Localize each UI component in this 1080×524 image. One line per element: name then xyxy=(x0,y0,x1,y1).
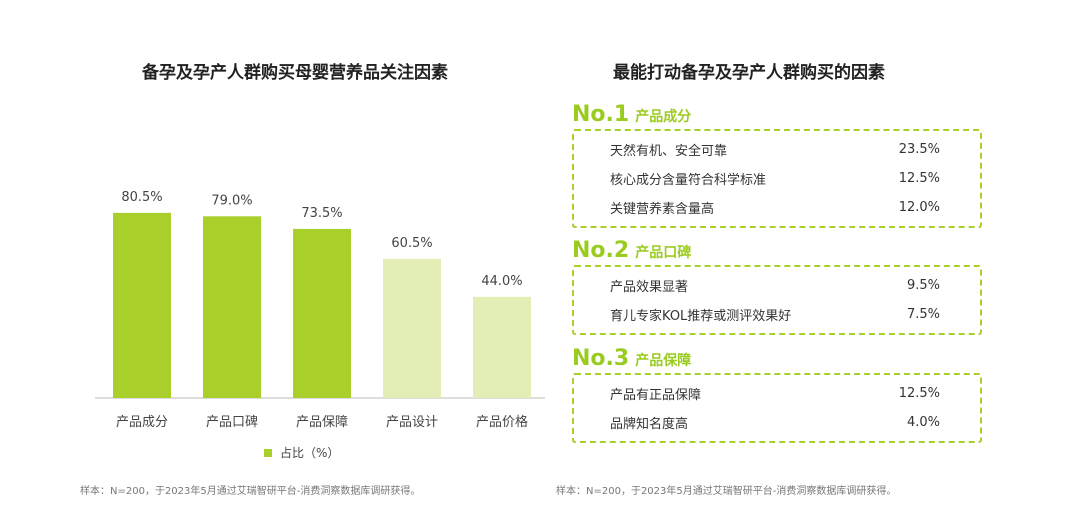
bar-value-label: 79.0% xyxy=(211,193,252,208)
category-label: 产品口碑 xyxy=(206,414,258,430)
list-item: 产品效果显著 9.5% xyxy=(574,271,980,300)
bar-1 xyxy=(113,212,171,398)
category-label: 产品价格 xyxy=(476,414,528,430)
item-value: 7.5% xyxy=(906,307,940,322)
group-name: 产品口碑 xyxy=(635,245,692,261)
item-label: 天然有机、安全可靠 xyxy=(610,144,728,159)
group-rank: No.2 xyxy=(572,238,630,263)
item-value: 12.0% xyxy=(898,200,940,215)
bar-2 xyxy=(203,216,261,398)
category-label: 产品成分 xyxy=(116,415,168,430)
item-label: 产品效果显著 xyxy=(610,280,689,295)
list-item: 关键营养素含量高 12.0% xyxy=(574,193,980,222)
legend-label: 占比（%） xyxy=(280,446,340,460)
item-label: 核心成分含量符合科学标准 xyxy=(610,173,767,188)
category-label: 产品保障 xyxy=(296,415,348,430)
item-value: 12.5% xyxy=(898,171,940,186)
bar-chart: 80.5% 产品成分 79.0% 产品口碑 73.5% 产品保障 60.5% 产品设计 44.0… xyxy=(95,190,545,430)
factor-group-3: No.3 产品保障 产品有正品保障 12.5% 品牌知名度高 4.0% xyxy=(572,346,982,443)
group-name: 产品成分 xyxy=(635,109,692,125)
category-label: 产品设计 xyxy=(386,415,438,430)
bar-3 xyxy=(293,228,351,398)
item-label: 关键营养素含量高 xyxy=(610,202,715,217)
group-rank: No.3 xyxy=(572,346,630,371)
legend-swatch xyxy=(264,448,272,457)
left-sample-note: 样本：N=200，于2023年5月通过艾瑞智研平台-消费洞察数据库调研获得。 xyxy=(80,486,421,497)
bar-value-label: 60.5% xyxy=(391,236,432,251)
chart-legend: 占比（%） xyxy=(264,444,339,461)
group-name: 产品保障 xyxy=(635,353,692,369)
item-value: 4.0% xyxy=(906,415,940,430)
bar-value-label: 73.5% xyxy=(301,206,342,221)
right-panel-title: 最能打动备孕及孕产人群购买的因素 xyxy=(613,63,885,83)
group-box: 产品有正品保障 12.5% 品牌知名度高 4.0% xyxy=(572,373,982,443)
right-sample-note: 样本：N=200，于2023年5月通过艾瑞智研平台-消费洞察数据库调研获得。 xyxy=(556,486,897,497)
bar-value-label: 80.5% xyxy=(121,190,162,205)
list-item: 品牌知名度高 4.0% xyxy=(574,408,980,437)
item-value: 12.5% xyxy=(898,386,940,401)
factor-group-2: No.2 产品口碑 产品效果显著 9.5% 育儿专家KOL推荐或测评效果好 7.… xyxy=(572,238,982,335)
bar-value-label: 44.0% xyxy=(481,274,522,289)
item-label: 品牌知名度高 xyxy=(610,417,689,432)
group-box: 天然有机、安全可靠 23.5% 核心成分含量符合科学标准 12.5% 关键营养素… xyxy=(572,129,982,228)
item-label: 产品有正品保障 xyxy=(610,388,702,403)
group-box: 产品效果显著 9.5% 育儿专家KOL推荐或测评效果好 7.5% xyxy=(572,265,982,335)
item-label: 育儿专家KOL推荐或测评效果好 xyxy=(610,309,792,324)
list-item: 天然有机、安全可靠 23.5% xyxy=(574,135,980,164)
item-value: 23.5% xyxy=(898,142,940,157)
left-chart-title: 备孕及孕产人群购买母婴营养品关注因素 xyxy=(142,63,448,83)
list-item: 育儿专家KOL推荐或测评效果好 7.5% xyxy=(574,300,980,329)
bar-5 xyxy=(473,296,531,398)
item-value: 9.5% xyxy=(906,278,940,293)
group-rank: No.1 xyxy=(572,102,630,127)
list-item: 核心成分含量符合科学标准 12.5% xyxy=(574,164,980,193)
factor-group-1: No.1 产品成分 天然有机、安全可靠 23.5% 核心成分含量符合科学标准 1… xyxy=(572,102,982,228)
bar-4 xyxy=(383,258,441,398)
list-item: 产品有正品保障 12.5% xyxy=(574,379,980,408)
